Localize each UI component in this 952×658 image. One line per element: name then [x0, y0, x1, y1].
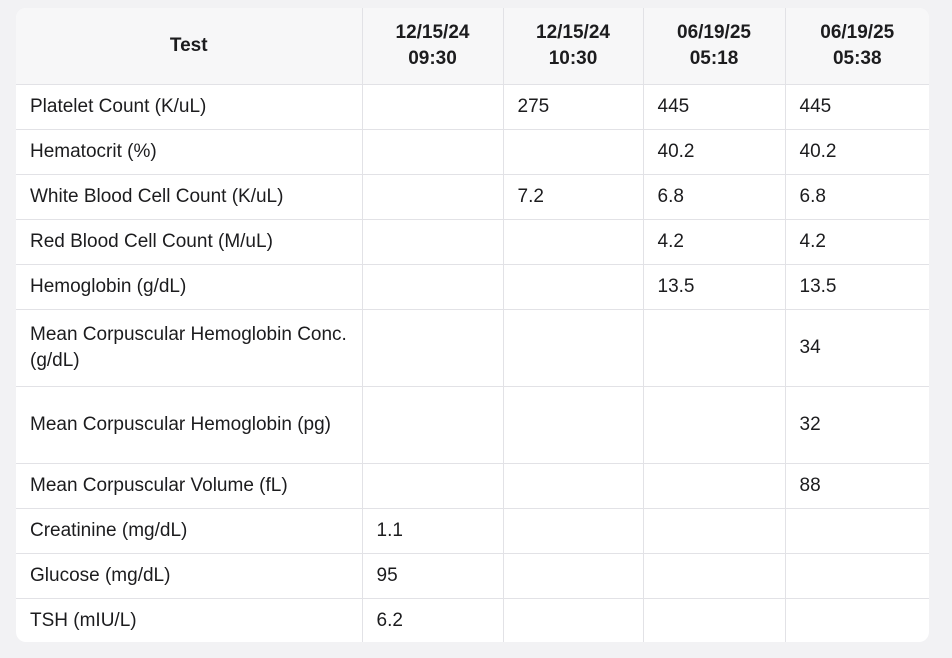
result-cell [502, 219, 644, 265]
result-cell [502, 598, 644, 642]
result-cell [361, 129, 504, 175]
result-cell [784, 553, 929, 599]
test-name-cell: Mean Corpuscular Hemoglobin (pg) [16, 386, 363, 464]
test-name-cell: Glucose (mg/dL) [16, 553, 363, 599]
column-header-time: 05:38 [832, 48, 882, 69]
column-header-time: 09:30 [408, 48, 457, 69]
table-row: Red Blood Cell Count (M/uL) 4.2 4.2 [16, 219, 929, 265]
result-cell: 4.2 [784, 219, 929, 265]
column-header-time: 05:18 [689, 48, 739, 69]
table-row: Glucose (mg/dL) 95 [16, 553, 929, 599]
result-cell [502, 463, 644, 509]
result-cell [502, 553, 644, 599]
column-header-time: 10:30 [548, 48, 598, 69]
column-header-date-3: 06/19/25 05:18 [642, 8, 786, 85]
lab-results-table: Test 12/15/24 09:30 12/15/24 10:30 06/19… [16, 8, 929, 642]
test-name-cell: White Blood Cell Count (K/uL) [16, 174, 363, 220]
result-cell: 7.2 [502, 174, 644, 220]
table-row: TSH (mIU/L) 6.2 [16, 598, 929, 642]
lab-results-card: Test 12/15/24 09:30 12/15/24 10:30 06/19… [16, 8, 929, 642]
result-cell [784, 508, 929, 554]
result-cell: 1.1 [361, 508, 504, 554]
result-cell [361, 386, 504, 464]
table-row: Creatinine (mg/dL) 1.1 [16, 508, 929, 554]
result-cell: 88 [784, 463, 929, 509]
result-cell: 6.8 [642, 174, 786, 220]
result-cell [642, 598, 786, 642]
result-cell [361, 219, 504, 265]
result-cell: 40.2 [642, 129, 786, 175]
test-name-cell: Red Blood Cell Count (M/uL) [16, 219, 363, 265]
test-name-cell: Hematocrit (%) [16, 129, 363, 175]
result-cell [642, 553, 786, 599]
result-cell: 445 [642, 84, 786, 130]
result-cell [502, 309, 644, 387]
result-cell: 13.5 [784, 264, 929, 310]
result-cell: 34 [784, 309, 929, 387]
test-name-cell: Mean Corpuscular Volume (fL) [16, 463, 363, 509]
column-header-test: Test [16, 8, 363, 85]
result-cell: 4.2 [642, 219, 786, 265]
result-cell [502, 129, 644, 175]
result-cell [642, 463, 786, 509]
result-cell [502, 508, 644, 554]
result-cell: 32 [784, 386, 929, 464]
table-row: Mean Corpuscular Volume (fL) 88 [16, 463, 929, 509]
result-cell [361, 84, 504, 130]
result-cell: 275 [502, 84, 644, 130]
column-header-date-4: 06/19/25 05:38 [784, 8, 929, 85]
column-header-date-1: 12/15/24 09:30 [361, 8, 504, 85]
result-cell [642, 386, 786, 464]
result-cell: 6.2 [361, 598, 504, 642]
table-row: Hemoglobin (g/dL) 13.5 13.5 [16, 264, 929, 310]
column-header-date: 06/19/25 [677, 22, 751, 43]
column-header-date: 12/15/24 [395, 22, 470, 43]
result-cell: 445 [784, 84, 929, 130]
result-cell: 6.8 [784, 174, 929, 220]
table-row: Platelet Count (K/uL) 275 445 445 [16, 84, 929, 130]
result-cell [361, 264, 504, 310]
header-row: Test 12/15/24 09:30 12/15/24 10:30 06/19… [16, 8, 929, 85]
table-row: White Blood Cell Count (K/uL) 7.2 6.8 6.… [16, 174, 929, 220]
test-name-cell: TSH (mIU/L) [16, 598, 363, 642]
table-row: Mean Corpuscular Hemoglobin Conc. (g/dL)… [16, 309, 929, 387]
test-name-cell: Platelet Count (K/uL) [16, 84, 363, 130]
result-cell [502, 264, 644, 310]
result-cell: 13.5 [642, 264, 786, 310]
test-name-cell: Mean Corpuscular Hemoglobin Conc. (g/dL) [16, 309, 363, 387]
result-cell [502, 386, 644, 464]
result-cell [642, 309, 786, 387]
test-name-cell: Creatinine (mg/dL) [16, 508, 363, 554]
column-header-date-2: 12/15/24 10:30 [502, 8, 644, 85]
result-cell: 95 [361, 553, 504, 599]
result-cell [361, 309, 504, 387]
result-cell [642, 508, 786, 554]
result-cell: 40.2 [784, 129, 929, 175]
result-cell [361, 463, 504, 509]
column-header-date: 06/19/25 [820, 22, 895, 43]
test-name-cell: Hemoglobin (g/dL) [16, 264, 363, 310]
result-cell [784, 598, 929, 642]
table-row: Mean Corpuscular Hemoglobin (pg) 32 [16, 386, 929, 464]
column-header-date: 12/15/24 [536, 22, 610, 43]
result-cell [361, 174, 504, 220]
table-row: Hematocrit (%) 40.2 40.2 [16, 129, 929, 175]
